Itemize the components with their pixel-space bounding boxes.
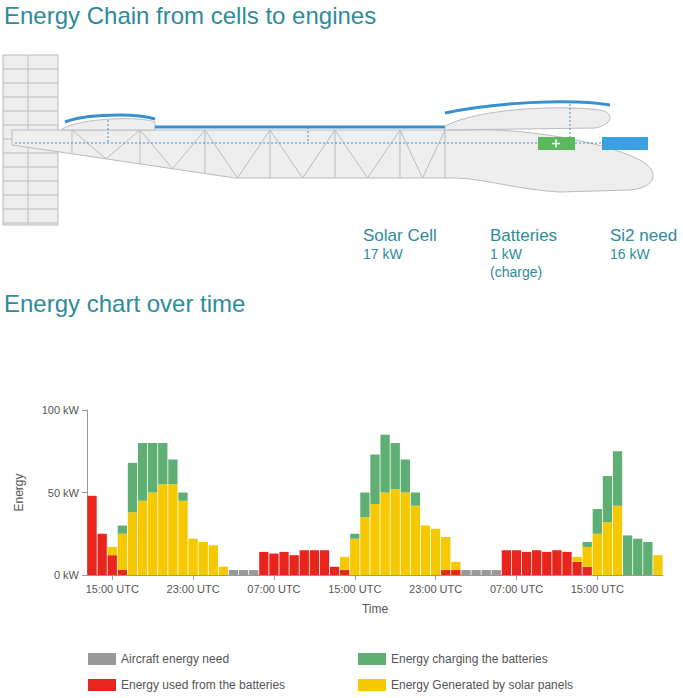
svg-text:07:00 UTC: 07:00 UTC [490,583,543,595]
svg-text:15:00 UTC: 15:00 UTC [328,583,381,595]
svg-text:16 kW: 16 kW [610,246,650,262]
svg-text:1 kW: 1 kW [490,246,523,262]
svg-text:07:00 UTC: 07:00 UTC [247,583,300,595]
svg-text:0 kW: 0 kW [54,569,80,581]
svg-text:17 kW: 17 kW [363,246,403,262]
html-text:Energy Chain from cells to eng: Energy Chain from cells to engines [4,2,377,29]
svg-text:Time: Time [362,602,389,616]
svg-text:Batteries: Batteries [490,226,557,245]
svg-text:Energy charging the batteries: Energy charging the batteries [391,652,548,666]
svg-text:50 kW: 50 kW [48,487,80,499]
svg-text:Energy: Energy [12,473,26,511]
svg-text:15:00 UTC: 15:00 UTC [86,583,139,595]
svg-text:23:00 UTC: 23:00 UTC [409,583,462,595]
svg-text:Energy Generated by solar pane: Energy Generated by solar panels [391,678,573,692]
svg-text:Energy used from the batteries: Energy used from the batteries [121,678,285,692]
html-text:Energy chart over time: Energy chart over time [4,290,246,317]
svg-text:Si2 need: Si2 need [610,226,677,245]
svg-text:23:00 UTC: 23:00 UTC [167,583,220,595]
svg-text:Solar Cell: Solar Cell [363,226,437,245]
svg-text:15:00 UTC: 15:00 UTC [571,583,624,595]
svg-text:Aircraft energy need: Aircraft energy need [121,652,229,666]
svg-text:(charge): (charge) [490,264,542,280]
svg-text:100 kW: 100 kW [42,404,80,416]
